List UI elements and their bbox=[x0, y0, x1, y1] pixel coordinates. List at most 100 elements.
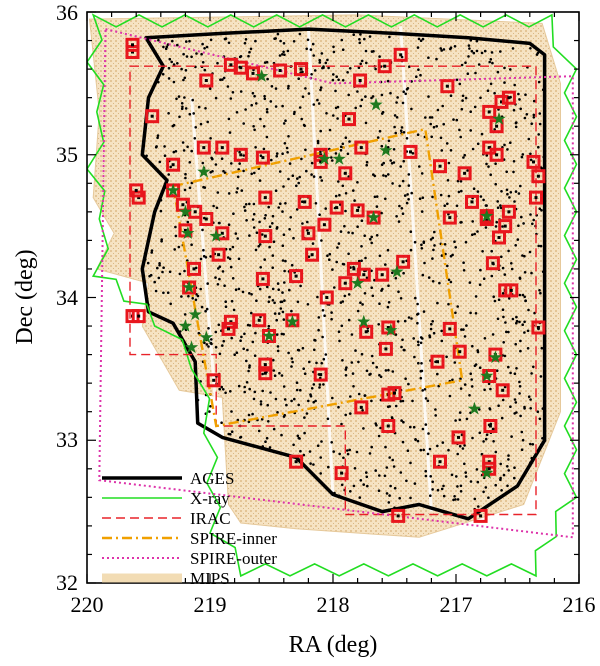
galaxy-dot bbox=[401, 399, 405, 403]
galaxy-dot bbox=[271, 222, 274, 225]
x-tick-label-220: 220 bbox=[71, 592, 104, 617]
galaxy-dot bbox=[489, 82, 493, 86]
galaxy-dot bbox=[392, 161, 396, 164]
galaxy-dot bbox=[422, 310, 426, 313]
galaxy-dot bbox=[333, 286, 336, 289]
galaxy-dot bbox=[194, 298, 198, 302]
galaxy-dot bbox=[403, 194, 407, 197]
galaxy-dot bbox=[341, 79, 345, 82]
red-square-center bbox=[401, 260, 405, 264]
galaxy-dot bbox=[520, 430, 524, 434]
galaxy-dot bbox=[484, 437, 488, 441]
galaxy-dot bbox=[263, 94, 266, 98]
galaxy-dot bbox=[312, 463, 315, 466]
galaxy-dot bbox=[150, 249, 154, 252]
galaxy-dot bbox=[464, 471, 468, 474]
galaxy-dot bbox=[474, 295, 478, 298]
galaxy-dot bbox=[228, 248, 232, 251]
galaxy-dot bbox=[176, 62, 179, 65]
galaxy-dot bbox=[272, 358, 275, 362]
galaxy-dot bbox=[369, 372, 372, 376]
galaxy-dot bbox=[281, 259, 285, 262]
galaxy-dot bbox=[424, 474, 428, 478]
galaxy-dot bbox=[182, 52, 185, 56]
galaxy-dot bbox=[280, 332, 284, 336]
galaxy-dot bbox=[324, 61, 328, 65]
galaxy-dot bbox=[360, 98, 364, 102]
red-square-center bbox=[503, 224, 507, 228]
galaxy-dot bbox=[224, 391, 227, 395]
galaxy-dot bbox=[338, 452, 342, 456]
red-square-source bbox=[353, 73, 368, 88]
galaxy-dot bbox=[312, 400, 316, 404]
galaxy-dot bbox=[219, 78, 222, 81]
galaxy-dot bbox=[395, 116, 399, 119]
galaxy-dot bbox=[518, 380, 521, 384]
galaxy-dot bbox=[411, 399, 414, 403]
galaxy-dot bbox=[382, 174, 385, 177]
galaxy-dot bbox=[186, 220, 190, 224]
galaxy-dot bbox=[270, 85, 274, 88]
galaxy-dot bbox=[487, 496, 490, 500]
galaxy-dot bbox=[340, 38, 344, 42]
galaxy-dot bbox=[517, 92, 520, 96]
red-square-source bbox=[319, 290, 334, 305]
galaxy-dot bbox=[412, 425, 416, 429]
galaxy-dot bbox=[341, 300, 345, 303]
galaxy-dot bbox=[172, 150, 176, 154]
galaxy-dot bbox=[162, 266, 165, 270]
galaxy-dot bbox=[358, 38, 361, 41]
galaxy-dot bbox=[454, 246, 458, 249]
galaxy-dot bbox=[285, 146, 289, 150]
galaxy-dot bbox=[188, 112, 192, 116]
galaxy-dot bbox=[271, 299, 275, 302]
red-square-center bbox=[137, 196, 141, 200]
galaxy-dot bbox=[344, 192, 348, 195]
galaxy-dot bbox=[478, 431, 482, 435]
galaxy-dot bbox=[530, 372, 533, 375]
galaxy-dot bbox=[248, 234, 251, 237]
galaxy-dot bbox=[384, 445, 387, 449]
galaxy-dot bbox=[337, 78, 340, 82]
galaxy-dot bbox=[216, 283, 220, 286]
galaxy-dot bbox=[173, 248, 176, 251]
galaxy-dot bbox=[359, 479, 363, 482]
galaxy-dot bbox=[494, 225, 498, 228]
galaxy-dot bbox=[252, 125, 255, 128]
galaxy-dot bbox=[341, 48, 345, 51]
galaxy-dot bbox=[159, 209, 163, 213]
galaxy-dot bbox=[399, 165, 403, 168]
galaxy-dot bbox=[258, 179, 262, 182]
galaxy-dot bbox=[325, 112, 328, 115]
galaxy-dot bbox=[456, 498, 460, 501]
galaxy-dot bbox=[429, 494, 432, 498]
galaxy-dot bbox=[494, 162, 497, 165]
galaxy-dot bbox=[518, 392, 521, 395]
galaxy-dot bbox=[456, 485, 459, 488]
galaxy-dot bbox=[229, 265, 233, 269]
red-square-center bbox=[343, 171, 347, 175]
galaxy-dot bbox=[227, 432, 230, 436]
galaxy-dot bbox=[419, 448, 423, 452]
galaxy-dot bbox=[417, 37, 421, 41]
green-star-source bbox=[369, 97, 383, 111]
galaxy-dot bbox=[471, 147, 475, 151]
red-square-center bbox=[319, 373, 323, 377]
galaxy-dot bbox=[337, 330, 341, 334]
red-square-source bbox=[301, 226, 316, 241]
galaxy-dot bbox=[161, 72, 165, 76]
galaxy-dot bbox=[282, 318, 286, 321]
galaxy-dot bbox=[341, 184, 345, 188]
galaxy-dot bbox=[188, 161, 192, 164]
galaxy-dot bbox=[387, 301, 391, 304]
galaxy-dot bbox=[214, 96, 218, 100]
galaxy-dot bbox=[451, 378, 454, 382]
galaxy-dot bbox=[487, 165, 490, 168]
galaxy-dot bbox=[224, 37, 228, 40]
green-star-source bbox=[480, 466, 494, 479]
galaxy-dot bbox=[196, 294, 200, 298]
red-square-center bbox=[229, 63, 233, 67]
galaxy-dot bbox=[316, 139, 320, 143]
red-square-center bbox=[261, 277, 265, 281]
galaxy-dot bbox=[183, 269, 186, 273]
